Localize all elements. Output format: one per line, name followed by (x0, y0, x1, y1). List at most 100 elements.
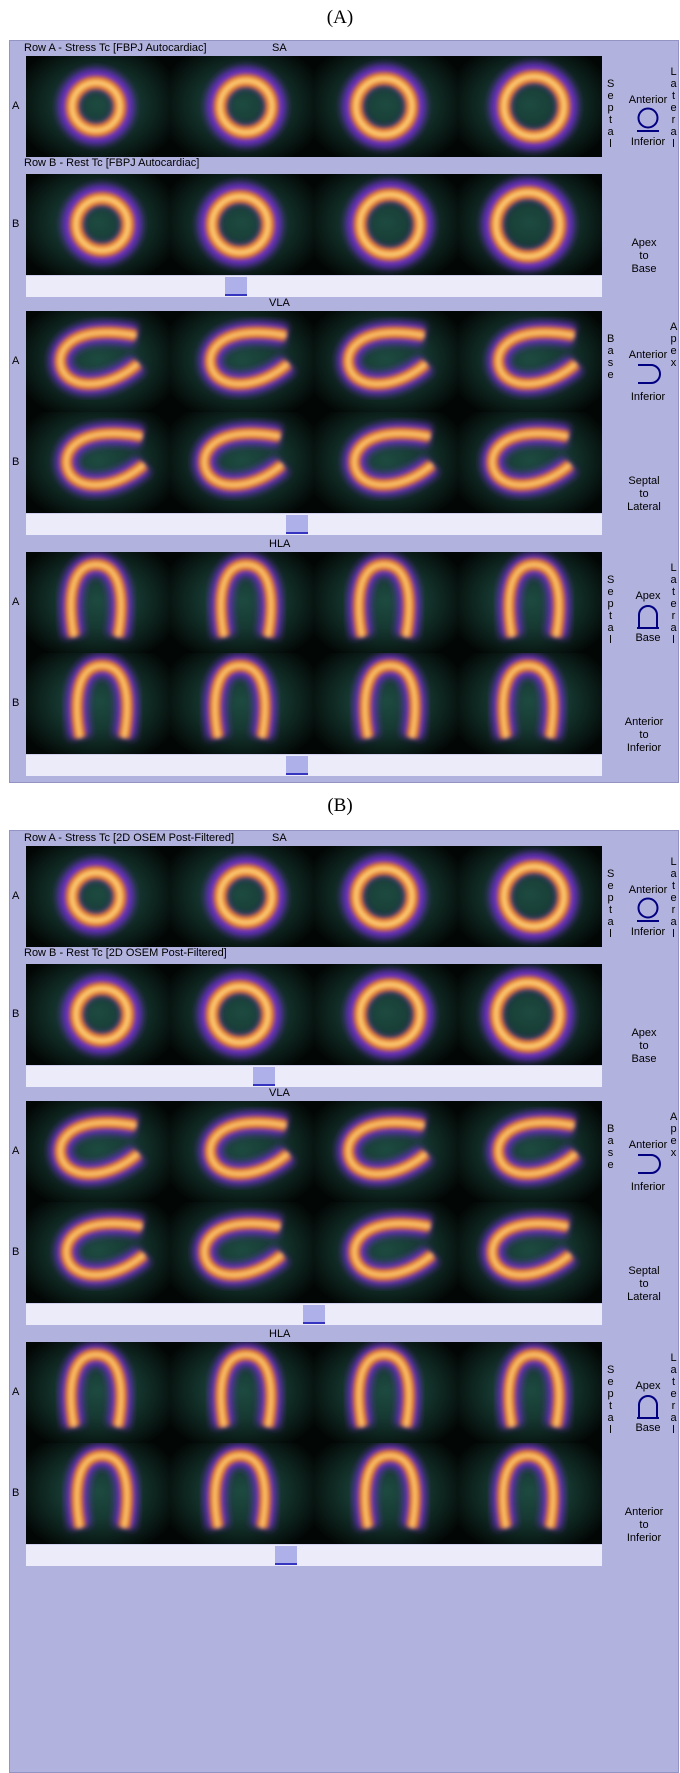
hla-slice-tile[interactable] (26, 1342, 170, 1443)
heart-slice-image (210, 553, 282, 639)
vla-section-title: VLA (269, 1087, 290, 1099)
vla-slice-tile[interactable] (314, 1202, 458, 1303)
panel-a: SA Row A - Stress Tc [FBPJ Autocardiac] A … (9, 40, 679, 783)
heart-slice-image (337, 1111, 434, 1185)
scrollbar-thumb[interactable] (286, 515, 308, 534)
scrollbar-thumb[interactable] (225, 277, 247, 296)
sa-slice-tile[interactable] (314, 846, 458, 947)
vla-slice-tile[interactable] (314, 412, 458, 513)
hla-row-b-strip (26, 653, 602, 754)
vla-slice-direction: Septal to Lateral (609, 475, 678, 514)
orientation-bottom-label: Base (635, 632, 661, 644)
vla-slice-tile[interactable] (170, 311, 314, 412)
hla-slice-tile[interactable] (314, 1443, 458, 1544)
hla-slice-tile[interactable] (26, 1443, 170, 1544)
vla-row-a-strip (26, 311, 602, 412)
cup-orientation-icon (638, 364, 661, 384)
vla-slice-tile[interactable] (170, 1202, 314, 1303)
sa-slice-tile[interactable] (26, 56, 170, 157)
row-a-label: A (12, 1385, 20, 1398)
sa-slice-tile[interactable] (170, 964, 314, 1065)
heart-slice-image (343, 1212, 440, 1286)
hla-slice-tile[interactable] (170, 552, 314, 653)
vla-row-b-strip (26, 1202, 602, 1303)
vla-slice-tile[interactable] (26, 1101, 170, 1202)
heart-slice-image (490, 62, 578, 151)
vla-slice-tile[interactable] (170, 412, 314, 513)
sa-row-b-strip (26, 174, 602, 275)
scrollbar-thumb[interactable] (286, 756, 308, 775)
orientation-top-label: Anterior (628, 94, 668, 106)
hla-slice-tile[interactable] (458, 1342, 602, 1443)
sa-slice-tile[interactable] (458, 56, 602, 157)
panel-b: SA Row A - Stress Tc [2D OSEM Post-Filter… (9, 830, 679, 1773)
heart-slice-image (58, 858, 134, 935)
direction-word: to (639, 1278, 649, 1290)
hla-slice-tile[interactable] (26, 653, 170, 754)
vla-row-b-strip (26, 412, 602, 513)
sa-slice-tile[interactable] (26, 846, 170, 947)
row-b-title: Row B - Rest Tc [2D OSEM Post-Filtered] (24, 947, 227, 959)
hla-slice-tile[interactable] (314, 552, 458, 653)
hla-slice-scrollbar[interactable] (26, 1544, 602, 1566)
vla-slice-tile[interactable] (26, 412, 170, 513)
sa-slice-tile[interactable] (458, 174, 602, 275)
heart-slice-image (62, 974, 142, 1055)
vla-slice-tile[interactable] (458, 1101, 602, 1202)
sa-slice-tile[interactable] (458, 846, 602, 947)
sa-orientation-legend: Anterior Inferior (617, 94, 678, 148)
row-b-label: B (12, 455, 20, 468)
heart-slice-image (193, 1212, 290, 1286)
sa-slice-scrollbar[interactable] (26, 1065, 602, 1087)
sa-slice-tile[interactable] (26, 174, 170, 275)
orientation-bottom-label: Inferior (630, 926, 666, 938)
heart-slice-image (498, 1343, 570, 1429)
sa-slice-tile[interactable] (26, 964, 170, 1065)
hla-slice-tile[interactable] (458, 1443, 602, 1544)
heart-slice-image (198, 182, 282, 267)
orientation-right-label: Apex (670, 321, 678, 369)
hla-slice-scrollbar[interactable] (26, 754, 602, 776)
hla-slice-tile[interactable] (170, 1342, 314, 1443)
vla-slice-tile[interactable] (314, 1101, 458, 1202)
circle-orientation-icon (637, 897, 659, 922)
row-a-label: A (12, 1144, 20, 1157)
scrollbar-thumb[interactable] (303, 1305, 325, 1324)
orientation-bottom-label: Inferior (630, 136, 666, 148)
vla-slice-tile[interactable] (26, 311, 170, 412)
hla-slice-tile[interactable] (458, 653, 602, 754)
vla-slice-tile[interactable] (458, 1202, 602, 1303)
heart-slice-image (343, 422, 440, 496)
orientation-glyph (617, 106, 678, 136)
vla-slice-tile[interactable] (170, 1101, 314, 1202)
scrollbar-thumb[interactable] (253, 1067, 275, 1086)
scrollbar-thumb[interactable] (275, 1546, 297, 1565)
vla-slice-scrollbar[interactable] (26, 513, 602, 535)
hla-slice-tile[interactable] (314, 653, 458, 754)
vla-slice-tile[interactable] (314, 311, 458, 412)
hla-row-a-strip (26, 1342, 602, 1443)
vla-row-a-strip (26, 1101, 602, 1202)
row-a-title: Row A - Stress Tc [FBPJ Autocardiac] (24, 42, 207, 54)
row-a-label: A (12, 889, 20, 902)
vla-slice-tile[interactable] (458, 412, 602, 513)
hla-slice-tile[interactable] (26, 552, 170, 653)
sa-slice-tile[interactable] (458, 964, 602, 1065)
sa-slice-scrollbar[interactable] (26, 275, 602, 297)
sa-slice-tile[interactable] (314, 964, 458, 1065)
heart-slice-image (55, 422, 152, 496)
heart-slice-image (55, 1212, 152, 1286)
vla-slice-tile[interactable] (458, 311, 602, 412)
sa-slice-tile[interactable] (170, 846, 314, 947)
hla-slice-tile[interactable] (170, 1443, 314, 1544)
hla-slice-tile[interactable] (458, 552, 602, 653)
sa-slice-tile[interactable] (170, 174, 314, 275)
hla-slice-tile[interactable] (314, 1342, 458, 1443)
vla-slice-scrollbar[interactable] (26, 1303, 602, 1325)
hla-slice-tile[interactable] (170, 653, 314, 754)
vla-slice-tile[interactable] (26, 1202, 170, 1303)
figure-label-a: (A) (326, 7, 354, 28)
sa-slice-tile[interactable] (314, 174, 458, 275)
sa-slice-tile[interactable] (170, 56, 314, 157)
sa-slice-tile[interactable] (314, 56, 458, 157)
